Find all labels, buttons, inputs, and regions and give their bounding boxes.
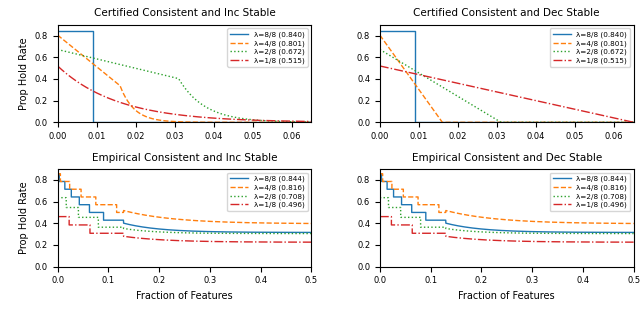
- Legend: λ=8/8 (0.840), λ=4/8 (0.801), λ=2/8 (0.672), λ=1/8 (0.515): λ=8/8 (0.840), λ=4/8 (0.801), λ=2/8 (0.6…: [227, 29, 308, 67]
- Title: Certified Consistent and Inc Stable: Certified Consistent and Inc Stable: [93, 8, 275, 19]
- X-axis label: Fraction of Features: Fraction of Features: [458, 291, 555, 301]
- Title: Certified Consistent and Dec Stable: Certified Consistent and Dec Stable: [413, 8, 600, 19]
- Y-axis label: Prop Hold Rate: Prop Hold Rate: [19, 37, 29, 110]
- Y-axis label: Prop Hold Rate: Prop Hold Rate: [19, 182, 29, 254]
- Legend: λ=8/8 (0.840), λ=4/8 (0.801), λ=2/8 (0.672), λ=1/8 (0.515): λ=8/8 (0.840), λ=4/8 (0.801), λ=2/8 (0.6…: [550, 29, 630, 67]
- X-axis label: Fraction of Features: Fraction of Features: [136, 291, 233, 301]
- Title: Empirical Consistent and Inc Stable: Empirical Consistent and Inc Stable: [92, 153, 277, 163]
- Legend: λ=8/8 (0.844), λ=4/8 (0.816), λ=2/8 (0.708), λ=1/8 (0.496): λ=8/8 (0.844), λ=4/8 (0.816), λ=2/8 (0.7…: [550, 173, 630, 211]
- Title: Empirical Consistent and Dec Stable: Empirical Consistent and Dec Stable: [412, 153, 602, 163]
- Legend: λ=8/8 (0.844), λ=4/8 (0.816), λ=2/8 (0.708), λ=1/8 (0.496): λ=8/8 (0.844), λ=4/8 (0.816), λ=2/8 (0.7…: [227, 173, 308, 211]
